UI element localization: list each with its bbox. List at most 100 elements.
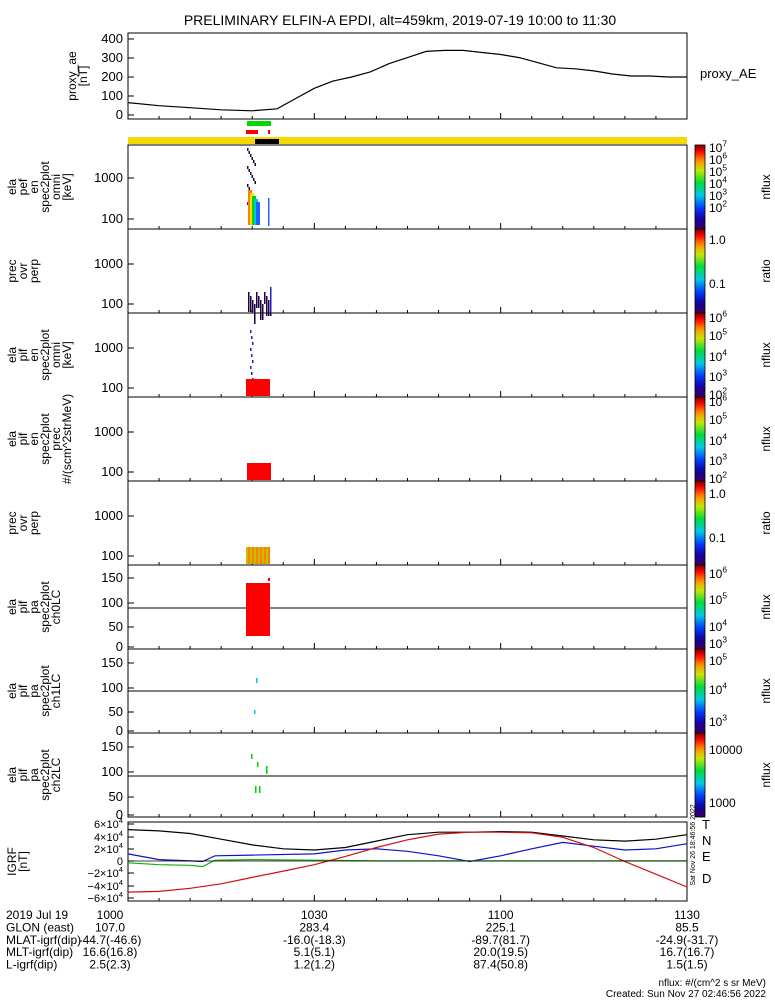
spectrogram-pixel: [256, 202, 260, 225]
y-tick-label: 1000: [94, 256, 123, 271]
series-line-proxy_AE: [127, 49, 687, 112]
y-tick-label: 4×104: [94, 829, 124, 844]
status-bar-green: [247, 121, 271, 126]
footer-value: -89.7(81.7): [471, 933, 530, 947]
colorbar-label: nflux: [759, 342, 773, 367]
footer-row-label: GLON (east): [6, 920, 74, 934]
colorbar-label: nflux: [759, 426, 773, 451]
y-tick-label: 150: [101, 570, 123, 585]
y-tick-label: 1000: [94, 340, 123, 355]
spectrogram-pixel: [251, 175, 253, 178]
footer: 2019 Jul 19 1000 1030 1100 1130 GLON (east) 10…: [6, 804, 766, 1000]
footer-row-label: 2019 Jul 19: [6, 908, 68, 922]
footer-value: 1000: [97, 908, 124, 922]
spectrogram-stripe: [246, 547, 248, 564]
spectrogram-pixel: [248, 292, 250, 312]
colorbar-tick-label: 1.0: [709, 233, 726, 247]
colorbar: [694, 732, 706, 818]
spectrogram-stripe: [250, 547, 252, 564]
footer-value: 5.1(5.1): [294, 945, 335, 959]
footer-value: 87.4(50.8): [473, 958, 528, 972]
spectrogram-pixel: [250, 366, 252, 369]
footer-value: -24.9(-31.7): [656, 933, 719, 947]
y-axis-label-line: pa: [27, 600, 41, 614]
spectrogram-pixel: [251, 336, 253, 339]
footer-value: 1.2(1.2): [294, 958, 335, 972]
series-label-proxy-ae: proxy_AE: [700, 66, 757, 81]
colorbar-tick-label: 0.1: [709, 277, 726, 291]
colorbar-tick-label: 104: [709, 618, 727, 634]
spectrogram-block: [246, 583, 270, 636]
y-axis-label-line: prec: [5, 259, 19, 282]
spectrogram-pixel: [252, 300, 254, 312]
y-tick-label: 100: [101, 595, 123, 610]
colorbar-tick-label: 102: [709, 386, 727, 402]
spectrogram-pixel: [256, 678, 258, 683]
y-tick-label: 100: [101, 88, 123, 103]
footer-value: 283.4: [299, 920, 329, 934]
y-axis-label-line: ela: [5, 431, 19, 447]
spectrogram-pixel: [254, 163, 256, 166]
spectrogram-stripe: [260, 547, 262, 564]
panel-frame: [127, 228, 688, 314]
colorbar-tick-label: 103: [709, 187, 727, 203]
y-axis-label-line: spec2plot: [38, 329, 52, 381]
colorbar-tick-label: 102: [709, 199, 727, 215]
y-tick-label: 1000: [94, 170, 123, 185]
y-axis-label-line: pif: [16, 348, 30, 361]
spectrogram-pixel: [253, 160, 255, 163]
spectrogram-pixel: [248, 169, 250, 172]
footer-value: 107.0: [95, 920, 125, 934]
spectrogram-pixel: [248, 187, 250, 190]
y-tick-label: −4×104: [88, 878, 124, 893]
panel-frame: [127, 396, 688, 482]
colorbar: [694, 564, 706, 650]
spectrogram-stripe: [252, 547, 254, 564]
spectrogram-stripe: [248, 547, 250, 564]
colorbar: [694, 312, 706, 398]
figure-title: PRELIMINARY ELFIN-A EPDI, alt=459km, 201…: [184, 12, 617, 28]
status-bar-red-tick: [268, 130, 270, 134]
y-tick-label: 100: [101, 211, 123, 226]
y-tick-label: 100: [101, 548, 123, 563]
y-axis-label-line: prec: [49, 427, 63, 450]
footer-value: 2.5(2.3): [89, 958, 130, 972]
colorbar-tick-label: 102: [709, 470, 727, 486]
y-axis-label-line: ch0LC: [49, 589, 63, 624]
panel-frame: [127, 312, 688, 398]
series-line-T: [127, 829, 688, 851]
y-axis-label-line: [nT]: [16, 851, 30, 872]
colorbar-tick-label: 105: [709, 327, 727, 343]
spectrogram-pixel: [247, 166, 249, 169]
colorbar-tick-label: 107: [709, 139, 727, 155]
created-note: Created: Sun Nov 27 02:46:56 2022: [606, 989, 767, 1000]
spectrogram-pixel: [247, 202, 249, 205]
y-tick-label: 50: [109, 619, 123, 634]
y-tick-label: 0: [116, 107, 123, 122]
y-axis-label-line: #/(scm^2strMeV): [60, 394, 74, 484]
y-tick-label: 6×104: [94, 816, 124, 831]
spectrogram-pixel: [257, 762, 259, 767]
footer-value: 1100: [488, 908, 514, 922]
spectrogram-pixel: [254, 304, 256, 324]
colorbar-label: nflux: [759, 174, 773, 199]
colorbar-tick-label: 103: [709, 452, 727, 468]
y-tick-label: 100: [101, 380, 123, 395]
y-axis-label-line: ch2LC: [49, 757, 63, 792]
panel-pif_prec: 1000 100 elapifenspec2plotprec#/(scm^2strM…: [5, 393, 773, 486]
panel-frame: [127, 144, 688, 230]
spectrogram-pixel: [254, 710, 256, 714]
colorbar-label: ratio: [759, 511, 773, 535]
footer-row-label: L-igrf(dip): [6, 958, 57, 972]
colorbar-tick-label: 104: [709, 348, 727, 364]
y-axis-label-line: en: [27, 180, 41, 193]
y-tick-label: 400: [101, 31, 123, 46]
y-tick-label: 0: [116, 807, 123, 822]
spectrogram-pixel: [262, 304, 264, 320]
status-bar-red: [246, 130, 258, 134]
colorbar-tick-label: 1000: [709, 796, 736, 810]
